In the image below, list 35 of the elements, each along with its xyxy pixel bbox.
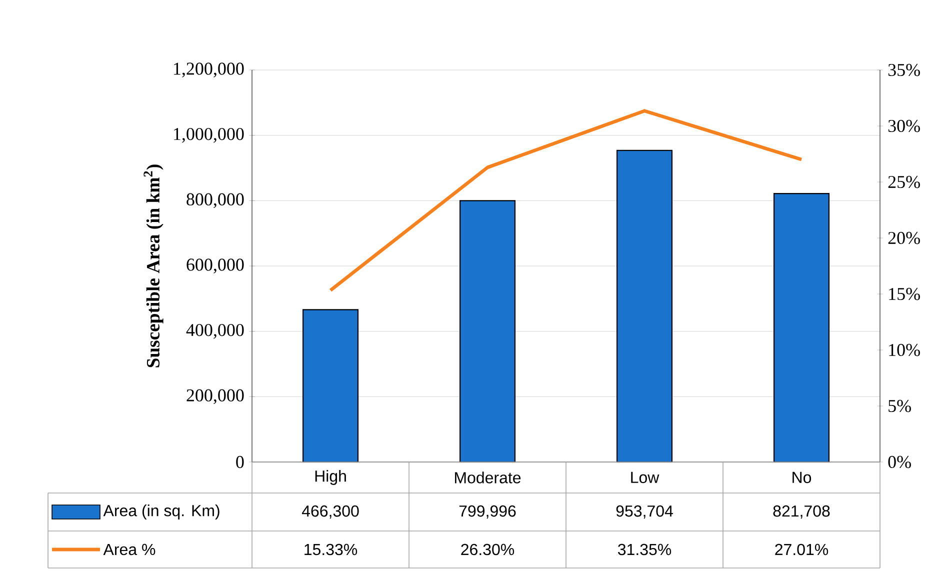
x-tick-label: Low (631, 472, 660, 484)
bar (773, 193, 830, 463)
y2-tick-label: 20% (888, 232, 920, 244)
data-label: 31.35% (618, 544, 672, 556)
bar (302, 309, 359, 463)
data-label: 27.01% (775, 544, 828, 556)
bar (460, 200, 516, 463)
data-label: 26.30% (461, 544, 514, 556)
y-axis-title: Susceptible Area (in km$^{2}$) (144, 164, 164, 368)
y2-tick-label: 0% (888, 456, 911, 468)
line-series (328, 109, 804, 292)
y-tick-label: 0 (236, 456, 244, 468)
y-tick-label: 800,000 (186, 193, 244, 208)
bar (616, 150, 673, 463)
x-tick-label: No (792, 472, 812, 484)
y-tick-label: 200,000 (186, 389, 244, 404)
y-tick-label: 1,200,000 (174, 62, 244, 78)
y-tick-label: 400,000 (186, 324, 244, 339)
y2-tick-label: 30% (888, 120, 920, 132)
y-tick-label: 600,000 (186, 258, 244, 274)
y2-tick-label: 10% (889, 344, 920, 356)
data-label: 799,996 (459, 505, 516, 519)
data-label: 15.33% (304, 544, 358, 556)
data-label: 821,708 (773, 505, 830, 519)
y2-tick-label: 15% (889, 288, 920, 300)
y2-tick-label: 5% (888, 400, 911, 412)
legend-label: Area % (103, 544, 156, 556)
data-label: 953,704 (616, 505, 673, 519)
x-tick-label: High (315, 470, 346, 485)
y-tick-label: 1,000,000 (174, 128, 244, 143)
data-label: 466,300 (302, 505, 359, 519)
legend-label: Area (in sq. Km) (103, 504, 220, 520)
x-tick-label: Moderate (455, 472, 521, 484)
y2-tick-label: 35% (888, 64, 920, 76)
y2-tick-label: 25% (888, 176, 920, 188)
